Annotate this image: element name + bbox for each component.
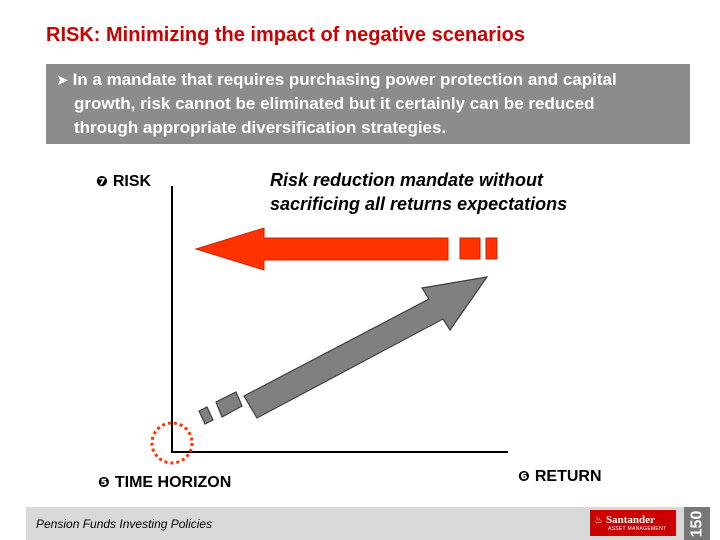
flame-icon: ♨: [594, 514, 603, 526]
banner-line-2: growth, risk cannot be eliminated but it…: [74, 94, 595, 113]
logo-name: Santander: [605, 514, 655, 526]
origin-dotted-circle: [150, 421, 194, 465]
risk-reduction-red-arrow: [194, 227, 498, 271]
risk-axis-label: ❼ RISK: [96, 173, 151, 191]
return-axis-label: ❻ RETURN: [518, 468, 602, 486]
return-label-text: RETURN: [534, 468, 602, 485]
logo-subtitle: ASSET MANAGEMENT: [608, 526, 667, 532]
banner-line-1: In a mandate that requires purchasing po…: [72, 70, 617, 89]
grey-arrow-dash-2: [198, 406, 214, 425]
risk-label-text: RISK: [112, 173, 152, 190]
number-three-icon: ❼: [96, 174, 108, 190]
red-arrow-dash-2: [485, 237, 498, 260]
mandate-line-2: sacrificing all returns expectations: [270, 194, 568, 214]
number-two-icon: ❻: [518, 469, 530, 485]
arrow-bullet-icon: ➤: [56, 71, 69, 89]
santander-logo: ♨ Santander ASSET MANAGEMENT: [590, 510, 676, 536]
time-label-text: TIME HORIZON: [114, 474, 232, 491]
anniversary-badge: 150: [684, 507, 710, 540]
summary-banner: ➤ In a mandate that requires purchasing p…: [46, 64, 690, 144]
footer-bar: [26, 507, 690, 540]
return-growth-grey-arrow: [198, 276, 489, 425]
mandate-annotation: Risk reduction mandate without sacrifici…: [270, 168, 630, 216]
mandate-line-1: Risk reduction mandate without: [270, 170, 544, 190]
anniversary-number: 150: [688, 510, 706, 537]
red-arrow-dash-1: [459, 237, 481, 260]
number-one-icon: ❺: [98, 475, 110, 491]
time-horizon-label: ❺ TIME HORIZON: [98, 474, 231, 492]
banner-line-3: through appropriate diversification stra…: [74, 118, 447, 137]
footer-text: Pension Funds Investing Policies: [36, 517, 213, 531]
slide-title: RISK: Minimizing the impact of negative …: [46, 24, 525, 46]
grey-arrow-dash-1: [215, 391, 243, 418]
